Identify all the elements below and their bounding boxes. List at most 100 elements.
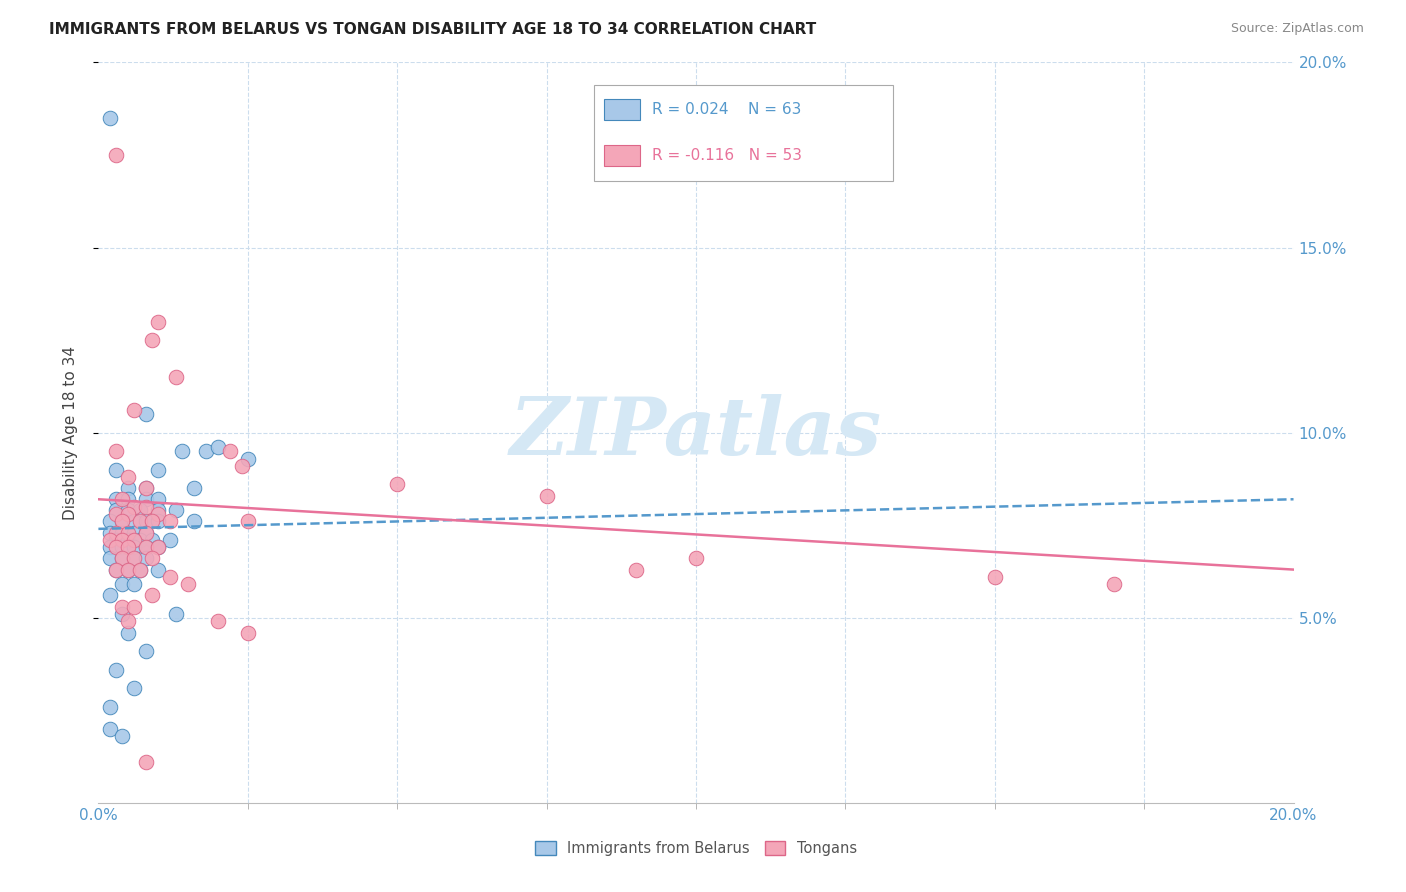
Point [236, 451, 259, 466]
Point [536, 489, 558, 503]
Point [148, 314, 170, 328]
Point [141, 333, 163, 347]
Point [124, 599, 146, 614]
Point [124, 403, 146, 417]
FancyBboxPatch shape [595, 85, 893, 181]
Point [135, 492, 157, 507]
Point [172, 444, 194, 458]
Point [111, 607, 134, 621]
Point [141, 589, 163, 603]
Point [124, 681, 146, 695]
Text: ZIPatlas: ZIPatlas [510, 394, 882, 471]
FancyBboxPatch shape [605, 99, 640, 120]
Point [141, 551, 163, 566]
Point [1104, 577, 1126, 591]
Point [111, 551, 134, 566]
Text: IMMIGRANTS FROM BELARUS VS TONGAN DISABILITY AGE 18 TO 34 CORRELATION CHART: IMMIGRANTS FROM BELARUS VS TONGAN DISABI… [49, 22, 817, 37]
Point [135, 541, 157, 555]
Point [98, 551, 122, 566]
Point [685, 551, 707, 566]
Point [207, 615, 229, 629]
Point [111, 515, 134, 529]
Point [124, 551, 146, 566]
Point [148, 541, 170, 555]
Point [135, 525, 157, 540]
Point [117, 492, 139, 507]
Point [105, 507, 128, 521]
Point [98, 722, 122, 736]
Point [135, 644, 157, 658]
Point [129, 533, 152, 547]
Point [105, 563, 128, 577]
Point [183, 481, 205, 495]
Point [135, 515, 157, 529]
Point [141, 515, 163, 529]
Point [129, 503, 152, 517]
Point [159, 570, 181, 584]
Point [135, 525, 157, 540]
Point [219, 444, 242, 458]
Point [231, 458, 253, 473]
Point [117, 563, 139, 577]
Point [105, 444, 128, 458]
Text: R = -0.116   N = 53: R = -0.116 N = 53 [652, 148, 801, 163]
Point [195, 444, 218, 458]
Point [105, 148, 128, 162]
Point [385, 477, 409, 491]
Point [165, 503, 187, 517]
Point [236, 625, 259, 640]
Point [129, 563, 152, 577]
Point [124, 515, 146, 529]
Point [105, 663, 128, 677]
Point [148, 515, 170, 529]
Point [117, 507, 139, 521]
Point [111, 525, 134, 540]
Point [105, 533, 128, 547]
Point [207, 441, 229, 455]
Point [124, 577, 146, 591]
Point [148, 503, 170, 517]
Point [117, 481, 139, 495]
Point [124, 541, 146, 555]
Point [98, 525, 122, 540]
Point [148, 507, 170, 521]
Point [117, 541, 139, 555]
Point [98, 589, 122, 603]
Point [111, 541, 134, 555]
Point [141, 533, 163, 547]
Point [124, 525, 146, 540]
Point [111, 515, 134, 529]
Point [135, 500, 157, 514]
Point [111, 492, 134, 507]
Point [111, 729, 134, 743]
FancyBboxPatch shape [605, 145, 640, 166]
Point [148, 541, 170, 555]
Point [984, 570, 1007, 584]
Point [105, 503, 128, 517]
Point [183, 515, 205, 529]
Point [135, 541, 157, 555]
Point [117, 470, 139, 484]
Point [135, 755, 157, 769]
Y-axis label: Disability Age 18 to 34: Disability Age 18 to 34 [63, 345, 77, 520]
Point [105, 462, 128, 476]
Legend: Immigrants from Belarus, Tongans: Immigrants from Belarus, Tongans [530, 836, 862, 863]
Point [129, 515, 152, 529]
Point [159, 515, 181, 529]
Point [129, 563, 152, 577]
Text: Source: ZipAtlas.com: Source: ZipAtlas.com [1230, 22, 1364, 36]
Point [165, 370, 187, 384]
Point [98, 111, 122, 125]
Point [135, 481, 157, 495]
Point [117, 503, 139, 517]
Point [98, 515, 122, 529]
Text: R = 0.024    N = 63: R = 0.024 N = 63 [652, 103, 801, 118]
Point [117, 533, 139, 547]
Point [236, 515, 259, 529]
Point [98, 699, 122, 714]
Point [148, 492, 170, 507]
Point [111, 577, 134, 591]
Point [148, 563, 170, 577]
Point [111, 551, 134, 566]
Point [159, 533, 181, 547]
